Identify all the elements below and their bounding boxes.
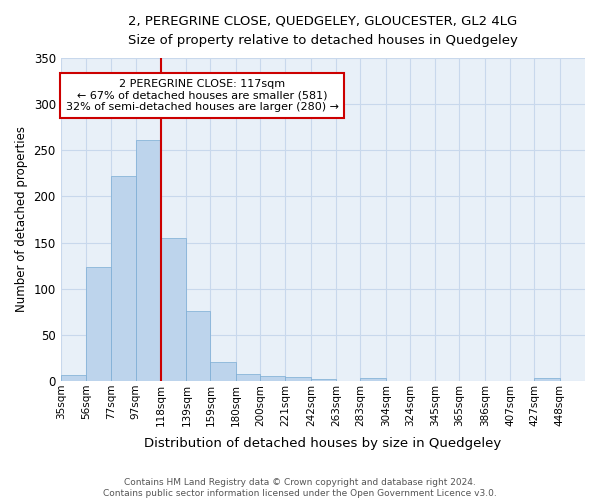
Bar (161, 238, 187, 381)
Y-axis label: Number of detached properties: Number of detached properties (15, 126, 28, 312)
Bar (61, 376, 86, 381)
Bar (187, 311, 211, 381)
Text: 2 PEREGRINE CLOSE: 117sqm
← 67% of detached houses are smaller (581)
32% of semi: 2 PEREGRINE CLOSE: 117sqm ← 67% of detac… (66, 79, 339, 112)
X-axis label: Distribution of detached houses by size in Quedgeley: Distribution of detached houses by size … (144, 437, 502, 450)
Bar (360, 378, 386, 381)
Bar (112, 176, 136, 381)
Bar (136, 140, 161, 381)
Bar (311, 379, 336, 381)
Bar (534, 378, 560, 381)
Text: Contains HM Land Registry data © Crown copyright and database right 2024.
Contai: Contains HM Land Registry data © Crown c… (103, 478, 497, 498)
Bar (236, 374, 260, 381)
Title: 2, PEREGRINE CLOSE, QUEDGELEY, GLOUCESTER, GL2 4LG
Size of property relative to : 2, PEREGRINE CLOSE, QUEDGELEY, GLOUCESTE… (128, 15, 518, 47)
Bar (286, 378, 311, 381)
Bar (260, 376, 286, 381)
Bar (86, 268, 112, 381)
Bar (211, 362, 236, 381)
